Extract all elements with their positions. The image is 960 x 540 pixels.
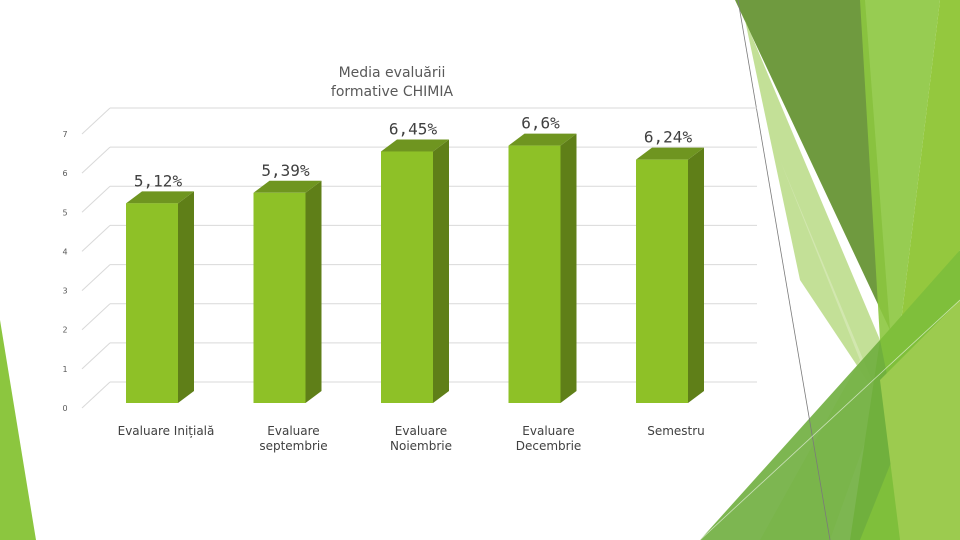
category-labels: Evaluare Inițială EvaluareseptembrieEvalu… <box>118 424 705 453</box>
bar <box>508 145 561 403</box>
bar <box>636 159 688 403</box>
bar-top <box>381 139 449 152</box>
y-tick-label: 1 <box>62 365 67 374</box>
y-tick-label: 3 <box>62 287 67 296</box>
gridline-depth <box>81 303 111 331</box>
data-label: 6,45% <box>389 119 438 138</box>
gridline-depth <box>81 185 111 213</box>
deco-line-1 <box>737 0 831 540</box>
category-label: Decembrie <box>516 439 582 453</box>
gridline-depth <box>81 107 111 135</box>
chart-title-line-2: formative CHIMIA <box>331 84 454 100</box>
bar-top <box>636 147 704 160</box>
deco-line-2 <box>699 299 960 540</box>
y-tick-label: 7 <box>62 130 67 139</box>
data-label: 5,12% <box>134 171 183 190</box>
deco-right-shape-2 <box>860 0 940 340</box>
y-tick-label: 4 <box>62 247 67 256</box>
bar-side <box>178 191 194 403</box>
gridline-depth <box>81 146 111 174</box>
deco-left-sliver <box>0 320 36 540</box>
data-label: 6,6% <box>521 114 560 133</box>
bar-side <box>688 147 704 403</box>
bar-top <box>126 191 194 204</box>
chart-title-line-1: Media evaluării <box>339 65 446 81</box>
gridline-depth <box>81 264 111 291</box>
y-axis-ticks: 0 1 2 3 4 5 6 7 <box>62 130 67 413</box>
chart-bars <box>126 133 704 403</box>
category-label: Evaluare Inițială <box>118 424 215 438</box>
bar-top <box>508 133 577 146</box>
bar <box>381 151 433 403</box>
y-tick-label: 0 <box>62 404 67 413</box>
category-label: Evaluare <box>267 424 319 438</box>
bar-side <box>560 133 577 403</box>
category-label: Noiembrie <box>390 439 452 453</box>
gridline-depth <box>81 381 111 409</box>
data-label: 6,24% <box>644 128 693 147</box>
deco-right-shape-7 <box>700 340 900 540</box>
y-tick-label: 2 <box>62 326 67 335</box>
bar-top <box>253 180 322 193</box>
deco-right-shape-8 <box>880 300 960 540</box>
category-label: Evaluare <box>395 424 447 438</box>
gridline-depth <box>81 342 111 370</box>
data-labels: 5,12% 5,39% 6,45% 6,6% 6,24% <box>134 114 693 191</box>
deco-right-shape-4 <box>745 20 880 400</box>
gridline-depth <box>81 225 111 252</box>
y-tick-label: 5 <box>62 208 67 217</box>
bar-side <box>433 139 449 403</box>
y-tick-label: 6 <box>62 169 67 178</box>
bar-side <box>305 180 322 403</box>
bar <box>126 203 178 403</box>
deco-right-shape-1 <box>735 0 890 330</box>
category-label: septembrie <box>259 439 327 453</box>
deco-right-shape-3 <box>900 0 960 330</box>
category-label: Semestru <box>647 424 705 438</box>
category-label: Evaluare <box>522 424 574 438</box>
chart-title: Media evaluării formative CHIMIA <box>331 65 454 100</box>
bar <box>253 192 306 403</box>
data-label: 5,39% <box>261 161 310 180</box>
